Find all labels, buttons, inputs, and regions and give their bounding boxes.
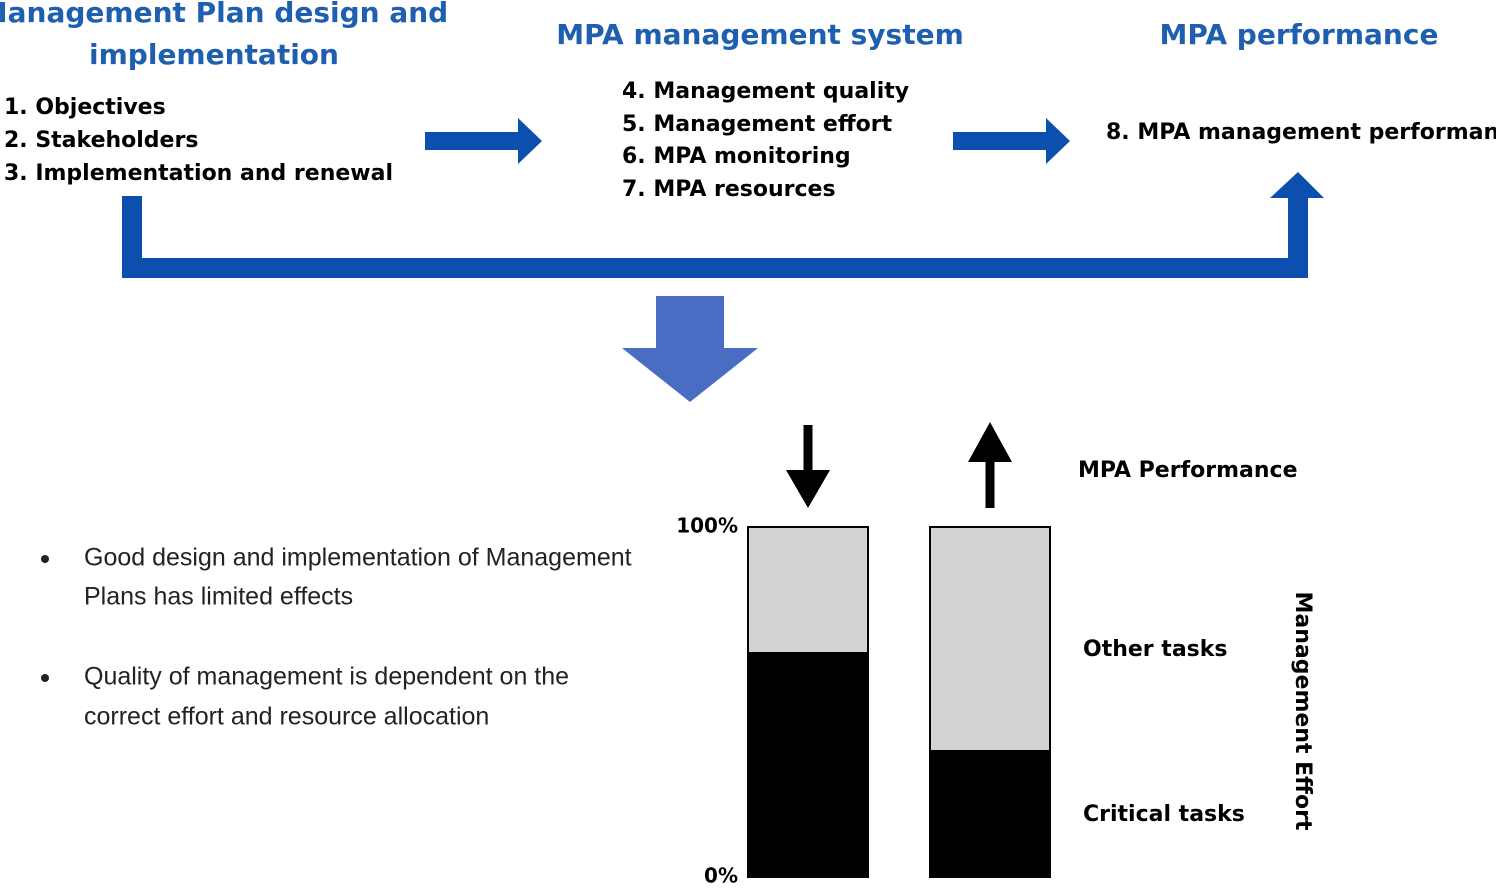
legend-label: Critical tasks [1083, 802, 1245, 827]
list-item: 8. MPA management performance [1106, 120, 1496, 145]
bullet-text: Good design and implementation of Manage… [84, 544, 632, 572]
list-item: 7. MPA resources [622, 177, 836, 202]
list-item: 3. Implementation and renewal [4, 161, 393, 186]
arrow-head [786, 470, 830, 508]
bar-segment [929, 526, 1051, 752]
column-title: MPA management system [556, 18, 964, 51]
bullet-dot [41, 674, 49, 682]
bullet-text: Quality of management is dependent on th… [84, 663, 569, 691]
list-item: 6. MPA monitoring [622, 144, 851, 169]
bullet-dot [41, 555, 49, 563]
list-item: 2. Stakeholders [4, 128, 198, 153]
column-title: implementation [89, 38, 339, 71]
arrow-right [953, 118, 1070, 164]
list-item: 1. Objectives [4, 95, 166, 120]
list-item: 5. Management effort [622, 112, 893, 137]
list-item: 4. Management quality [622, 79, 909, 104]
arrow-right [425, 118, 542, 164]
y-tick-label: 0% [704, 864, 738, 887]
y-tick-label: 100% [676, 514, 738, 538]
bullet-text: correct effort and resource allocation [84, 703, 489, 731]
arrow-head [1270, 172, 1324, 198]
arrow-down [622, 296, 758, 402]
bar-segment [747, 526, 869, 654]
performance-label: MPA Performance [1078, 458, 1298, 483]
column-title: MPA performance [1160, 18, 1439, 51]
axis-label: Management Effort [1290, 592, 1315, 831]
column-title: Management Plan design and [0, 0, 448, 29]
bar-segment [747, 652, 869, 878]
bullet-text: Plans has limited effects [84, 583, 353, 611]
arrow-head [968, 422, 1012, 462]
bar-segment [929, 750, 1051, 878]
feedback-arrow [122, 196, 1308, 278]
legend-label: Other tasks [1083, 637, 1228, 662]
